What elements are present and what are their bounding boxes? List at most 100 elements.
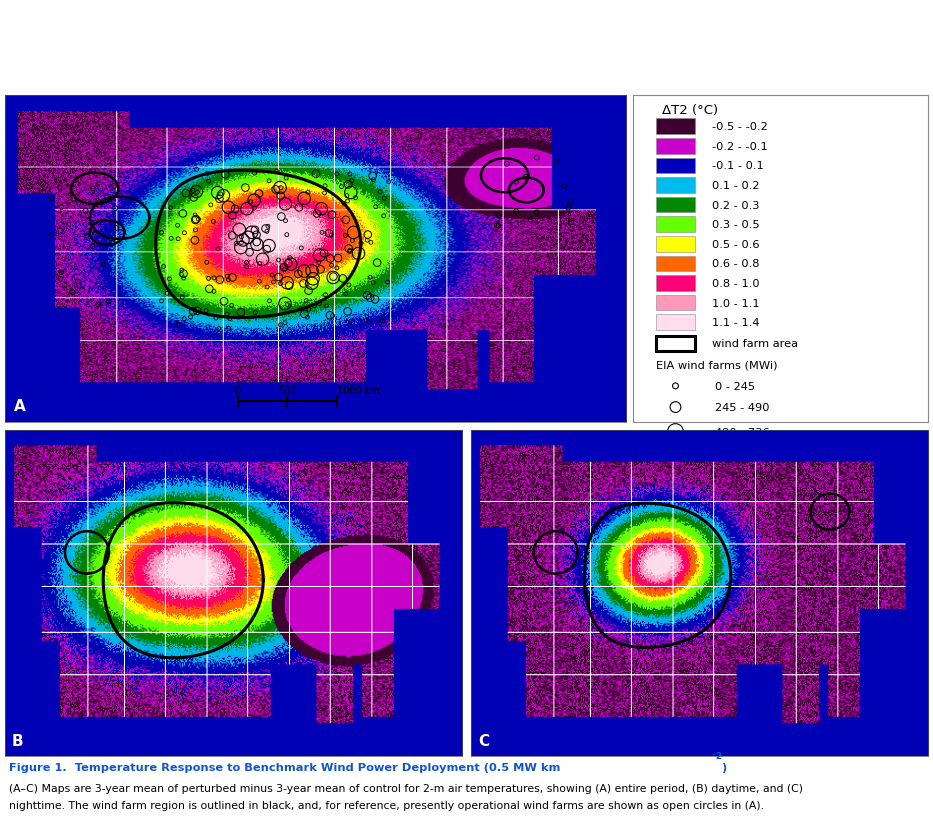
Point: [294, 303, 309, 316]
Point: [247, 167, 262, 181]
Point: [212, 193, 227, 206]
Point: [294, 242, 309, 255]
Point: [273, 278, 288, 291]
Point: [259, 226, 274, 239]
Point: [106, 180, 121, 193]
Point: [492, 210, 507, 223]
Point: [312, 298, 327, 311]
Point: [322, 227, 337, 241]
Text: 0: 0: [234, 385, 241, 395]
Point: [249, 229, 264, 242]
Point: [262, 295, 277, 308]
Text: -0.5 - -0.2: -0.5 - -0.2: [713, 122, 768, 132]
Point: [329, 168, 344, 181]
Point: [188, 234, 202, 247]
Point: [188, 224, 202, 237]
Point: [229, 237, 244, 251]
Point: [313, 203, 328, 217]
Point: [91, 298, 105, 312]
Point: [176, 268, 191, 281]
Bar: [656, 178, 695, 194]
Point: [191, 213, 206, 227]
Text: ΔT2 (°C): ΔT2 (°C): [662, 104, 718, 117]
Point: [508, 206, 523, 219]
Point: [265, 269, 280, 283]
Point: [339, 214, 354, 227]
Point: [163, 232, 178, 246]
Text: 1000 km: 1000 km: [337, 385, 380, 395]
Point: [338, 230, 353, 243]
Point: [109, 222, 124, 236]
Point: [291, 268, 306, 281]
Text: wind farm area: wind farm area: [713, 339, 799, 349]
Text: 500: 500: [278, 385, 297, 395]
Point: [530, 206, 545, 220]
Point: [156, 261, 171, 274]
Point: [348, 191, 363, 205]
Point: [101, 295, 116, 308]
Point: [105, 237, 120, 250]
Point: [279, 172, 294, 186]
Point: [79, 230, 94, 243]
Bar: [656, 120, 695, 135]
Point: [160, 288, 174, 301]
Point: [206, 216, 221, 229]
Point: [35, 178, 50, 191]
Bar: [656, 295, 695, 311]
Point: [154, 295, 169, 308]
Point: [369, 257, 384, 270]
Point: [325, 209, 340, 222]
Text: -0.1 - 0.1: -0.1 - 0.1: [713, 161, 764, 171]
Point: [274, 211, 289, 224]
Point: [187, 191, 202, 205]
Bar: [656, 159, 695, 174]
Text: 0.2 - 0.3: 0.2 - 0.3: [713, 201, 760, 211]
Point: [202, 176, 216, 189]
Point: [217, 168, 232, 181]
Point: [345, 234, 360, 247]
Point: [259, 281, 274, 294]
Point: [499, 158, 514, 171]
Point: [225, 229, 240, 242]
Point: [313, 263, 328, 277]
Point: [280, 298, 295, 312]
Point: [203, 199, 218, 212]
Point: [78, 205, 93, 218]
Point: [243, 247, 258, 260]
Point: [199, 304, 214, 318]
Point: [178, 187, 193, 201]
Bar: [656, 237, 695, 252]
Point: [234, 231, 249, 244]
Point: [53, 273, 68, 286]
Point: [221, 273, 236, 287]
Point: [341, 279, 356, 293]
Point: [489, 219, 504, 232]
Text: 0.5 - 0.6: 0.5 - 0.6: [713, 240, 760, 249]
Point: [233, 306, 248, 319]
Point: [491, 220, 506, 233]
Point: [376, 210, 391, 223]
Point: [372, 186, 387, 199]
Point: [284, 258, 299, 272]
Point: [368, 293, 383, 307]
Point: [523, 214, 538, 227]
Point: [186, 305, 201, 319]
Point: [297, 192, 312, 206]
Point: [273, 319, 288, 332]
Point: [234, 237, 249, 250]
Point: [273, 182, 288, 196]
Point: [188, 213, 203, 227]
Point: [326, 271, 341, 284]
Point: [238, 181, 253, 195]
Point: [225, 272, 240, 285]
Point: [272, 271, 286, 284]
Text: 0.1 - 0.2: 0.1 - 0.2: [713, 181, 760, 191]
Point: [213, 188, 228, 201]
Point: [365, 170, 380, 183]
Point: [278, 198, 293, 212]
Point: [563, 196, 578, 209]
Point: [188, 209, 202, 222]
Point: [107, 202, 122, 216]
Point: [176, 313, 191, 326]
Text: 0.8 - 1.0: 0.8 - 1.0: [713, 278, 760, 288]
